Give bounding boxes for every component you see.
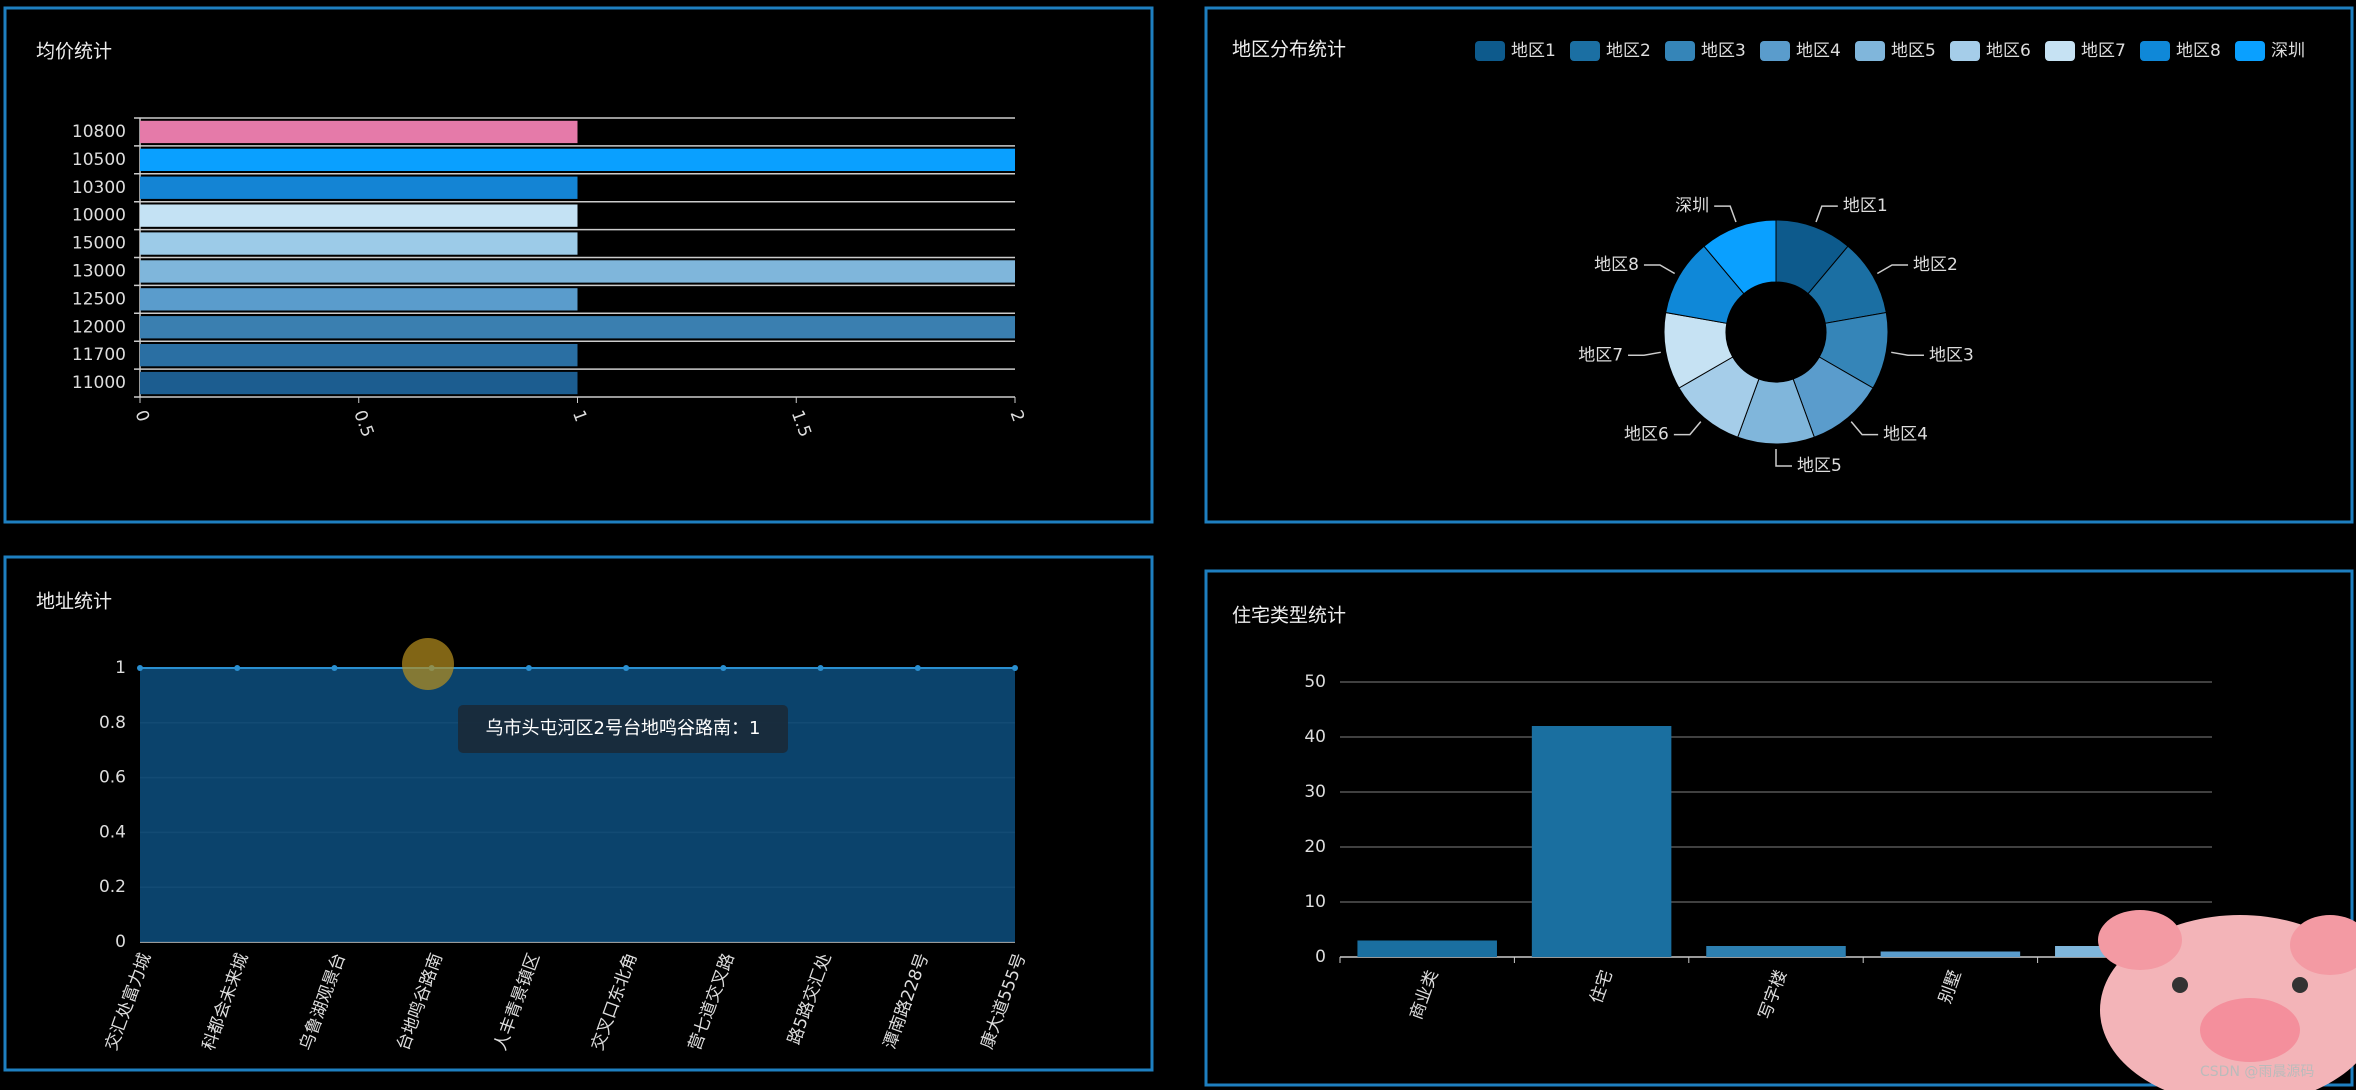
leader-line: [1850, 421, 1879, 436]
slice-label: 地区2: [1913, 255, 1958, 275]
leader-line: [1628, 351, 1661, 357]
point: [817, 665, 824, 671]
point: [525, 665, 532, 671]
leader-line: [1643, 264, 1676, 275]
bar: [140, 148, 1015, 172]
y-tick-label: 12000: [72, 317, 126, 337]
leader-line: [1714, 205, 1737, 223]
point: [234, 665, 241, 671]
y-tick-label: 0: [1315, 947, 1326, 967]
bar: [140, 288, 578, 311]
legend-label: 地区5: [1891, 41, 1936, 61]
tooltip-text: 乌市头屯河区2号台地鸣谷路南：1: [486, 718, 761, 739]
chart-title: 住宅类型统计: [1232, 605, 1346, 627]
legend-label: 地区1: [1511, 41, 1556, 61]
y-tick-label: 20: [1304, 837, 1326, 857]
slice-label: 地区7: [1578, 345, 1623, 365]
leader-line: [1673, 421, 1702, 436]
bar: [140, 176, 578, 199]
legend-label: 地区4: [1796, 41, 1841, 61]
point: [331, 665, 338, 671]
slice-label: 地区3: [1929, 345, 1974, 365]
bar: [140, 371, 578, 395]
y-tick-label: 10800: [72, 122, 126, 142]
y-tick-label: 1: [115, 658, 126, 678]
bar: [1357, 940, 1497, 957]
cursor-highlight: [402, 638, 454, 690]
bar: [1531, 726, 1672, 957]
chart-title: 地区分布统计: [1232, 39, 1346, 61]
y-tick-label: 10: [1304, 892, 1326, 912]
y-tick-label: 10300: [72, 178, 126, 198]
legend-label: 地区3: [1701, 41, 1746, 61]
bar: [1706, 946, 1846, 957]
watermark: CSDN @雨晨源码: [2200, 1064, 2314, 1080]
chart-title: 地址统计: [36, 591, 112, 613]
legend-swatch: [1760, 41, 1790, 61]
legend-label: 地区7: [2081, 41, 2126, 61]
y-tick-label: 50: [1304, 672, 1326, 692]
legend-label: 深圳: [2271, 41, 2305, 61]
y-tick-label: 12500: [72, 289, 126, 309]
y-tick-label: 10000: [72, 206, 126, 226]
legend-swatch: [1475, 41, 1505, 61]
legend-swatch: [1855, 41, 1885, 61]
legend-swatch: [1665, 41, 1695, 61]
bar: [1880, 951, 2021, 957]
y-tick-label: 0.2: [99, 877, 126, 897]
leader-line: [1775, 449, 1792, 467]
y-tick-label: 40: [1304, 727, 1326, 747]
legend-label: 地区6: [1986, 41, 2031, 61]
legend-label: 地区8: [2176, 41, 2221, 61]
y-tick-label: 11700: [72, 345, 126, 365]
legend-swatch: [2235, 41, 2265, 61]
legend-swatch: [1570, 41, 1600, 61]
leader-line: [1815, 205, 1838, 223]
slice-label: 地区5: [1797, 456, 1842, 476]
bar: [140, 316, 1015, 339]
area: [140, 668, 1015, 942]
legend-swatch: [2045, 41, 2075, 61]
y-tick-label: 10500: [72, 150, 126, 170]
bar: [140, 232, 578, 255]
leader-line: [1876, 264, 1909, 275]
slice-label: 深圳: [1675, 196, 1709, 216]
bar: [140, 204, 578, 227]
bar: [140, 343, 578, 367]
point: [1012, 665, 1018, 671]
donut-slice: [1703, 219, 1777, 295]
y-tick-label: 30: [1304, 782, 1326, 802]
legend-swatch: [2140, 41, 2170, 61]
mascot: [2098, 910, 2356, 1090]
bar: [140, 260, 1015, 283]
point: [914, 665, 921, 671]
legend-label: 地区2: [1606, 41, 1651, 61]
point: [137, 665, 143, 671]
y-tick-label: 13000: [72, 261, 126, 281]
point: [720, 665, 727, 671]
chart-title: 均价统计: [36, 41, 112, 63]
y-tick-label: 15000: [72, 234, 126, 254]
point: [623, 665, 630, 671]
leader-line: [1891, 351, 1924, 357]
y-tick-label: 0.6: [99, 768, 126, 788]
y-tick-label: 0.4: [99, 822, 126, 842]
bar: [140, 120, 578, 144]
y-tick-label: 11000: [72, 373, 126, 393]
slice-label: 地区6: [1624, 425, 1669, 445]
y-tick-label: 0: [115, 932, 126, 952]
slice-label: 地区1: [1843, 196, 1888, 216]
legend-swatch: [1950, 41, 1980, 61]
y-tick-label: 0.8: [99, 713, 126, 733]
slice-label: 地区8: [1594, 255, 1639, 275]
tooltip-box: [458, 705, 788, 753]
slice-label: 地区4: [1883, 425, 1928, 445]
